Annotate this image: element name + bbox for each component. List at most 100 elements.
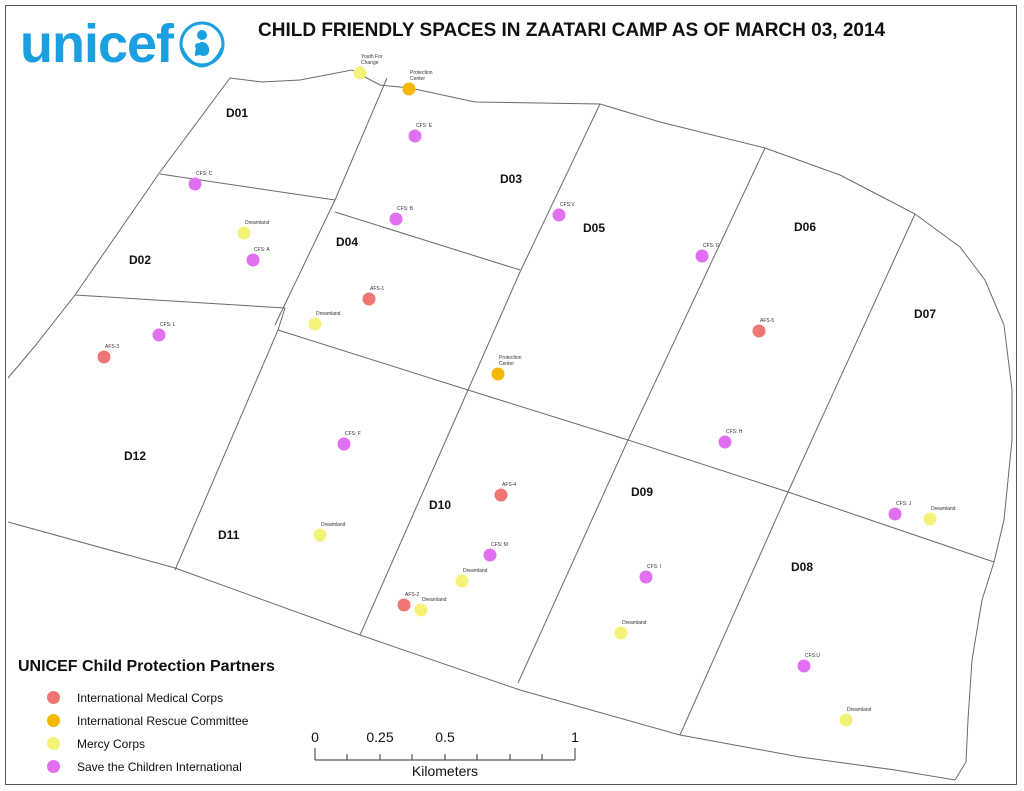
facility-label: Youth For Change <box>361 54 383 66</box>
scale-bar-graphic <box>314 748 576 761</box>
facility-point: CFS: M <box>483 542 508 562</box>
facility-point: Dreamland <box>237 220 270 240</box>
facility-marker <box>718 435 732 449</box>
facility-label: CFS: B <box>397 206 414 212</box>
facility-point: Dreamland <box>923 506 956 526</box>
facility-point: Dreamland <box>839 707 872 727</box>
district-label: D12 <box>124 449 146 463</box>
district-label: D11 <box>218 528 240 542</box>
facility-label: Dreamland <box>316 311 341 317</box>
facility-label: AFS-5 <box>760 318 774 324</box>
facility-marker <box>237 226 251 240</box>
boundary-d06-d07 <box>679 213 916 736</box>
facility-marker <box>308 317 322 331</box>
facility-point: CFS: C <box>188 171 213 191</box>
facility-label: AFS-1 <box>370 286 384 292</box>
facility-point: CFS: L <box>152 322 176 342</box>
facility-point: CFS: A <box>246 247 271 267</box>
facility-point: Protection Center <box>402 70 433 96</box>
facility-label: AFS-2 <box>405 592 419 598</box>
scale-tick-label: 0.25 <box>366 729 394 745</box>
district-label: D03 <box>500 172 522 186</box>
facility-label: Dreamland <box>931 506 956 512</box>
facility-point: CFS: F <box>337 431 361 451</box>
boundary-d04-d03 <box>334 211 521 271</box>
facility-point: Protection Center <box>491 355 522 381</box>
facility-point: Dreamland <box>455 568 488 588</box>
legend-item-imc: International Medical Corps <box>18 686 275 709</box>
facility-point: CFS: I <box>639 564 661 584</box>
facility-point: Youth For Change <box>353 54 383 80</box>
facility-label: CFS: C <box>196 171 213 177</box>
facility-label: Protection Center <box>499 355 522 367</box>
facility-point: CFS: J <box>888 501 912 521</box>
facility-marker <box>552 208 566 222</box>
scale-tick-label: 0 <box>311 729 319 745</box>
map-frame <box>5 5 1017 785</box>
district-label: D04 <box>336 235 358 249</box>
facility-marker <box>337 437 351 451</box>
facility-point: Dreamland <box>308 311 341 331</box>
district-label: D06 <box>794 220 816 234</box>
facility-point: CFS: G <box>695 243 720 263</box>
legend-title: UNICEF Child Protection Partners <box>18 658 275 675</box>
facility-label: CFS: I <box>647 564 661 570</box>
legend-item-save: Save the Children International <box>18 755 275 778</box>
facility-label: Dreamland <box>463 568 488 574</box>
boundary-d02-d01 <box>159 173 336 201</box>
facility-label: AFS-3 <box>105 344 119 350</box>
facility-label: Dreamland <box>622 620 647 626</box>
facility-point: AFS-4 <box>494 482 516 502</box>
district-label: D07 <box>914 307 936 321</box>
facility-label: CFS: G <box>703 243 720 249</box>
facility-marker <box>695 249 709 263</box>
boundary-d03-d05 <box>359 103 601 636</box>
facility-point: AFS-3 <box>97 344 119 364</box>
legend-item-mercy: Mercy Corps <box>18 732 275 755</box>
facility-label: CFS: M <box>491 542 508 548</box>
unicef-logo: unicef <box>20 14 228 74</box>
facility-label: CFS:V <box>560 202 575 208</box>
facility-marker <box>491 367 505 381</box>
facility-marker <box>152 328 166 342</box>
facility-label: CFS: L <box>160 322 176 328</box>
facility-point: Dreamland <box>414 597 447 617</box>
facility-marker <box>188 177 202 191</box>
facility-marker <box>797 659 811 673</box>
facility-label: CFS: E <box>416 123 433 129</box>
facility-marker <box>246 253 260 267</box>
facility-marker <box>494 488 508 502</box>
facility-point: Dreamland <box>614 620 647 640</box>
scale-bar: 0 0.25 0.5 1 Kilometers <box>300 726 600 786</box>
facility-point: CFS:U <box>797 653 820 673</box>
scale-tick-label: 1 <box>571 729 579 745</box>
facility-marker <box>97 350 111 364</box>
facility-point: AFS-2 <box>397 592 419 612</box>
facility-point: AFS-1 <box>362 286 384 306</box>
district-label: D10 <box>429 498 451 512</box>
facility-marker <box>752 324 766 338</box>
facility-label: Dreamland <box>321 522 346 528</box>
legend-swatch-irc <box>47 714 60 727</box>
facility-marker <box>614 626 628 640</box>
boundary-d02-d12 <box>74 294 286 309</box>
facility-point: CFS: H <box>718 429 743 449</box>
facility-marker <box>923 512 937 526</box>
facility-label: Dreamland <box>245 220 270 226</box>
facility-label: AFS-4 <box>502 482 516 488</box>
facility-marker <box>639 570 653 584</box>
boundary-d05-d06 <box>517 147 766 684</box>
legend-swatch-mercy <box>47 737 60 750</box>
facility-marker <box>353 66 367 80</box>
facility-marker <box>362 292 376 306</box>
boundary-d05-d10 <box>467 389 995 563</box>
scale-unit-label: Kilometers <box>411 763 479 779</box>
facility-marker <box>402 82 416 96</box>
facility-marker <box>397 598 411 612</box>
facility-label: CFS: A <box>254 247 271 253</box>
facility-point: CFS: B <box>389 206 414 226</box>
district-label: D02 <box>129 253 151 267</box>
facility-marker <box>483 548 497 562</box>
facility-label: Dreamland <box>422 597 447 603</box>
